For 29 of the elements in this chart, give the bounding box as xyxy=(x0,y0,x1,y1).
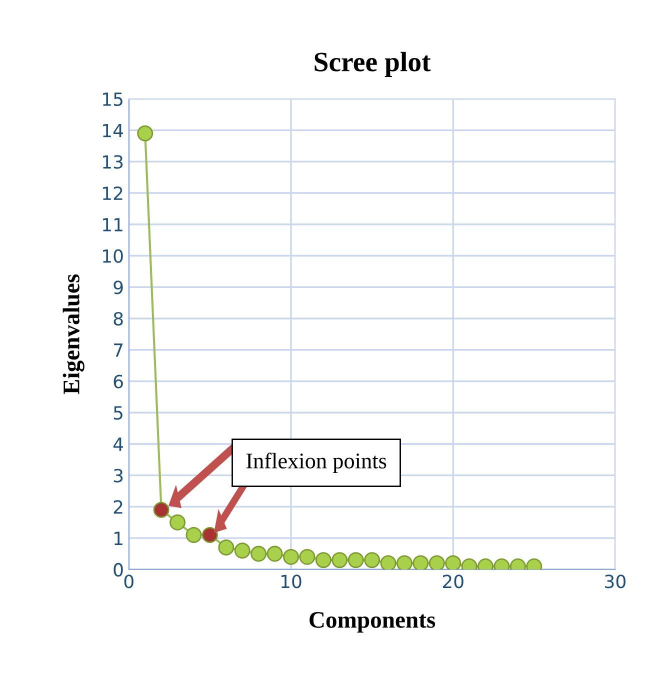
x-tick-label: 30 xyxy=(605,574,626,588)
point xyxy=(380,555,396,570)
x-axis-title: Components xyxy=(310,612,436,633)
y-tick-label: 8 xyxy=(114,312,123,326)
y-tick-label: 4 xyxy=(113,438,124,451)
x-tick-label: 10 xyxy=(281,574,302,588)
point xyxy=(412,555,429,570)
chart-title: Scree plot xyxy=(314,52,431,78)
y-tick-label: 2 xyxy=(114,500,122,514)
annotation: Inflexion points xyxy=(246,452,386,473)
y-tick-label: 10 xyxy=(103,249,123,263)
y-axis-title: Eigenvalues xyxy=(62,274,84,394)
point xyxy=(396,555,412,570)
y-tick-label: 11 xyxy=(103,218,122,232)
x-tick-label: 0 xyxy=(124,574,134,588)
y-tick-label: 6 xyxy=(114,374,123,388)
y-tick-label: 5 xyxy=(114,406,122,420)
y-tick-label: 15 xyxy=(103,92,122,106)
point xyxy=(428,555,445,570)
y-tick-label: 1 xyxy=(114,532,122,545)
y-tick-label: 9 xyxy=(114,280,123,294)
point xyxy=(445,555,462,570)
y-tick-label: 3 xyxy=(114,468,123,482)
x-tick-label: 20 xyxy=(442,574,464,588)
y-tick-label: 13 xyxy=(103,155,123,169)
y-tick-label: 7 xyxy=(114,344,122,357)
y-tick-label: 14 xyxy=(103,124,124,138)
y-tick-label: 12 xyxy=(103,186,122,200)
y-tick-label: 0 xyxy=(114,562,123,577)
